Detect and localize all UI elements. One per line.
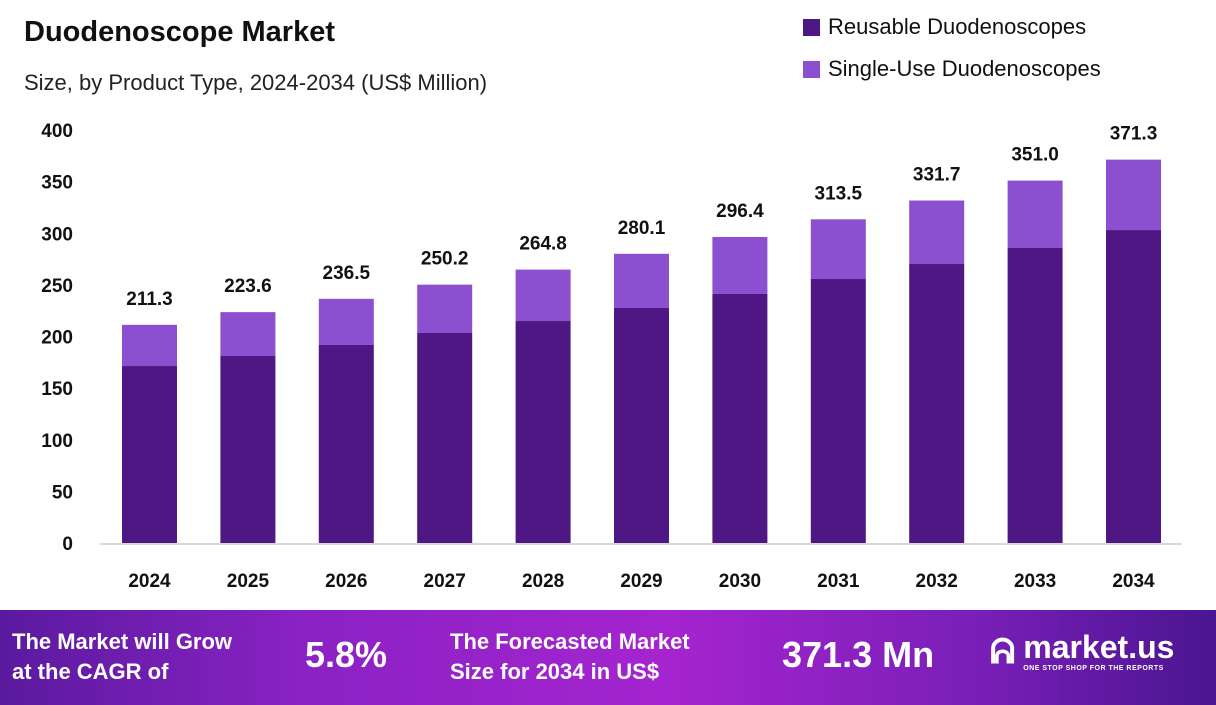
y-tick-label: 50 <box>52 482 73 503</box>
legend-item-single-use: Single-Use Duodenoscopes <box>803 48 1101 90</box>
legend-label: Reusable Duodenoscopes <box>828 14 1087 39</box>
bar-total-label: 351.0 <box>1011 145 1059 166</box>
bar-total-label: 223.6 <box>224 276 272 297</box>
bar-segment-reusable <box>417 332 473 543</box>
cagr-label-line2: at the CAGR of <box>12 659 169 684</box>
x-tick-label: 2027 <box>424 571 466 592</box>
footer-banner: The Market will Grow at the CAGR of 5.8%… <box>0 610 1216 705</box>
x-tick-label: 2029 <box>620 571 662 592</box>
x-tick-label: 2032 <box>916 571 958 592</box>
bar-segment-reusable <box>1106 230 1161 543</box>
x-tick-label: 2031 <box>817 571 860 592</box>
bar-total-label: 236.5 <box>323 263 371 284</box>
bar-segment-single-use <box>909 200 965 265</box>
cagr-label-line1: The Market will Grow <box>12 629 233 654</box>
bar-segment-reusable <box>810 278 866 543</box>
legend-item-reusable: Reusable Duodenoscopes <box>803 6 1101 48</box>
bar-segment-single-use <box>1007 180 1063 249</box>
bar-segment-reusable <box>220 356 276 543</box>
cagr-value: 5.8% <box>305 634 388 675</box>
bar-segment-reusable <box>1007 248 1063 543</box>
y-tick-label: 0 <box>62 534 73 555</box>
bar-chart: 0 50 100 150 200 250 300 350 400 211.3 2024 223.6 20… <box>41 121 1182 592</box>
bar-total-label: 211.3 <box>126 289 173 310</box>
forecast-label-line2: Size for 2034 in US$ <box>450 659 660 684</box>
bar-segment-single-use <box>614 253 669 309</box>
logo-name: market.us <box>1023 629 1175 665</box>
y-tick-label: 350 <box>41 173 73 194</box>
bar-total-label: 331.7 <box>913 165 961 186</box>
y-tick-label: 150 <box>41 379 73 400</box>
bar-total-label: 264.8 <box>519 234 567 255</box>
forecast-value: 371.3 Mn <box>782 634 935 675</box>
x-tick-label: 2024 <box>128 571 171 592</box>
bar-segment-single-use <box>810 219 866 279</box>
x-tick-label: 2030 <box>719 571 761 592</box>
x-tick-label: 2028 <box>522 571 564 592</box>
bar-total-label: 296.4 <box>716 201 764 222</box>
bar-segment-single-use <box>712 236 768 294</box>
chart-title: Duodenoscope Market <box>24 16 335 48</box>
bar-segment-reusable <box>318 344 374 543</box>
logo-tagline: ONE STOP SHOP FOR THE REPORTS <box>1023 665 1164 672</box>
x-tick-label: 2034 <box>1112 571 1155 592</box>
y-tick-label: 200 <box>41 328 73 349</box>
forecast-label-line1: The Forecasted Market <box>450 629 690 654</box>
y-tick-label: 100 <box>41 431 73 452</box>
bar-segment-single-use <box>417 284 473 333</box>
y-tick-label: 250 <box>41 276 73 297</box>
x-tick-label: 2026 <box>325 571 367 592</box>
y-tick-label: 400 <box>41 121 73 142</box>
bar-segment-reusable <box>122 366 177 543</box>
legend-label: Single-Use Duodenoscopes <box>828 56 1101 81</box>
y-tick-label: 300 <box>41 224 73 245</box>
legend-swatch <box>803 60 820 78</box>
bar-segment-single-use <box>122 324 177 367</box>
bar-total-label: 250.2 <box>421 249 469 270</box>
x-tick-label: 2033 <box>1014 571 1056 592</box>
bar-total-label: 280.1 <box>618 218 666 239</box>
bar-segment-single-use <box>515 269 571 322</box>
bar-segment-reusable <box>515 321 571 543</box>
chart-subtitle: Size, by Product Type, 2024-2034 (US$ Mi… <box>24 70 488 95</box>
bar-segment-single-use <box>318 298 374 345</box>
bar-segment-reusable <box>909 264 965 543</box>
bar-segment-single-use <box>220 312 276 357</box>
x-tick-label: 2025 <box>227 571 270 592</box>
market-us-logo: ᕱ market.us ONE STOP SHOP FOR THE REPORT… <box>990 630 1174 674</box>
bar-total-label: 371.3 <box>1110 124 1158 145</box>
bar-segment-single-use <box>1106 159 1161 231</box>
bar-segment-reusable <box>614 308 669 543</box>
legend: Reusable Duodenoscopes Single-Use Duoden… <box>803 6 1101 90</box>
legend-swatch <box>803 18 820 36</box>
bar-segment-reusable <box>712 293 768 543</box>
bar-total-label: 313.5 <box>815 183 863 204</box>
logo-mark-icon: ᕱ <box>990 632 1016 672</box>
